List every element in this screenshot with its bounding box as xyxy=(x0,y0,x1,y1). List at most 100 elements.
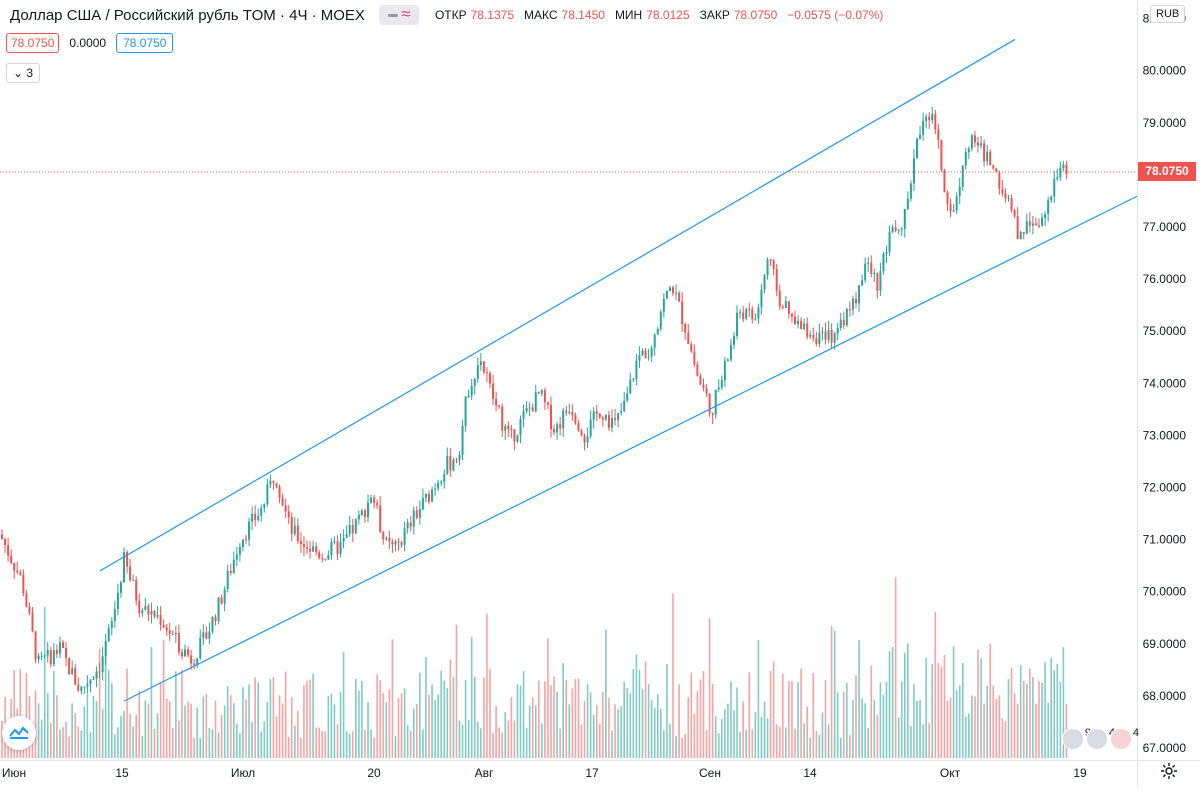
candle-body xyxy=(662,298,665,312)
candle-body xyxy=(675,292,678,294)
candle-body xyxy=(238,547,241,555)
candle-body xyxy=(434,488,437,490)
candle-body xyxy=(309,548,312,552)
volume-bar xyxy=(397,698,400,758)
volume-bar xyxy=(766,718,769,758)
volume-bar xyxy=(367,701,369,758)
candle-body xyxy=(62,642,64,649)
candle-body xyxy=(306,547,308,549)
candle-body xyxy=(376,502,379,506)
candle-body xyxy=(132,580,135,582)
candle-body xyxy=(705,388,708,394)
channel-lower-line[interactable] xyxy=(123,195,1139,702)
candle-body xyxy=(28,606,31,614)
wave-icon: ≈ xyxy=(401,6,411,23)
volume-bar xyxy=(522,670,525,758)
candle-body xyxy=(1041,217,1044,226)
price-tick-label: 76.0000 xyxy=(1143,272,1187,286)
volume-bar xyxy=(287,736,290,758)
volume-bar xyxy=(1013,693,1016,758)
compare-toggle[interactable]: ≈ xyxy=(378,5,419,25)
candle-body xyxy=(595,411,598,414)
volume-bar xyxy=(916,700,918,758)
volume-bar xyxy=(721,719,723,758)
volume-bar xyxy=(873,700,876,758)
volume-bar xyxy=(181,669,183,758)
us-flag-icon[interactable]: 4 xyxy=(1086,727,1115,750)
volume-bar xyxy=(101,708,104,758)
volume-bar xyxy=(416,703,418,758)
volume-bar xyxy=(663,730,665,758)
volume-bar xyxy=(486,613,488,758)
candle-body xyxy=(135,580,138,601)
volume-bar xyxy=(406,725,409,758)
volume-bar xyxy=(483,677,485,758)
candle-body xyxy=(946,192,949,205)
volume-bar xyxy=(492,732,494,758)
volume-bar xyxy=(141,735,144,758)
volume-bar xyxy=(1032,677,1034,758)
candle-body xyxy=(848,309,851,311)
candle-body xyxy=(586,436,589,443)
candle-body xyxy=(266,484,269,505)
volume-bar xyxy=(489,668,491,758)
candle-body xyxy=(504,426,507,431)
sell-price[interactable]: 78.0750 xyxy=(6,33,60,53)
volume-bar xyxy=(86,693,89,758)
volume-bar xyxy=(620,706,622,758)
currency-button[interactable]: RUB xyxy=(1150,5,1186,23)
volume-bar xyxy=(547,638,549,758)
candle-body xyxy=(31,613,34,632)
candle-body xyxy=(150,610,153,615)
volume-bar xyxy=(498,727,500,758)
candle-body xyxy=(10,555,13,563)
volume-bar xyxy=(757,639,760,758)
candle-body xyxy=(925,116,928,121)
volume-bar xyxy=(333,704,336,758)
indicators-toggle[interactable]: ⌄ 3 xyxy=(6,63,41,83)
volume-bar xyxy=(175,671,177,758)
candle-body xyxy=(949,204,952,212)
candle-body xyxy=(614,418,617,420)
volume-bar xyxy=(95,701,98,758)
volume-bar xyxy=(727,703,729,758)
volume-bar xyxy=(245,699,247,758)
candle-body xyxy=(522,411,525,419)
volume-bar xyxy=(355,678,357,758)
us-flag-icon[interactable]: 9 xyxy=(1062,727,1091,750)
candle-body xyxy=(812,334,815,339)
volume-bar xyxy=(248,684,250,758)
volume-bar xyxy=(879,682,882,758)
candle-body xyxy=(553,429,556,433)
volume-bar xyxy=(312,673,314,758)
volume-bar xyxy=(327,695,330,758)
volume-bar xyxy=(480,728,482,758)
ru-flag-icon[interactable]: 4 xyxy=(1110,727,1139,750)
candle-body xyxy=(827,329,830,340)
candle-body xyxy=(4,538,7,546)
candle-body xyxy=(644,350,647,358)
volume-bar xyxy=(867,727,869,758)
candle-body xyxy=(726,359,729,361)
gear-icon[interactable] xyxy=(1158,760,1180,782)
candle-body xyxy=(302,543,305,548)
candle-body xyxy=(190,655,193,664)
channel-upper-line[interactable] xyxy=(99,38,1016,572)
candle-body xyxy=(74,668,77,685)
tradingview-logo-icon[interactable] xyxy=(2,716,36,750)
volume-bar xyxy=(223,705,226,758)
economic-events[interactable]: 9 4 4 xyxy=(1062,727,1139,750)
candle-body xyxy=(983,143,986,162)
symbol-title[interactable]: Доллар США / Российский рубль TOM · 4Ч ·… xyxy=(10,6,365,24)
volume-bar xyxy=(208,727,211,758)
volume-bar xyxy=(251,721,253,758)
buy-price[interactable]: 78.0750 xyxy=(116,33,174,53)
candle-body xyxy=(894,227,897,231)
volume-bar xyxy=(843,691,845,758)
volume-bar xyxy=(550,685,552,758)
volume-bar xyxy=(257,682,259,758)
volume-bar xyxy=(254,677,256,758)
volume-bar xyxy=(751,729,754,758)
